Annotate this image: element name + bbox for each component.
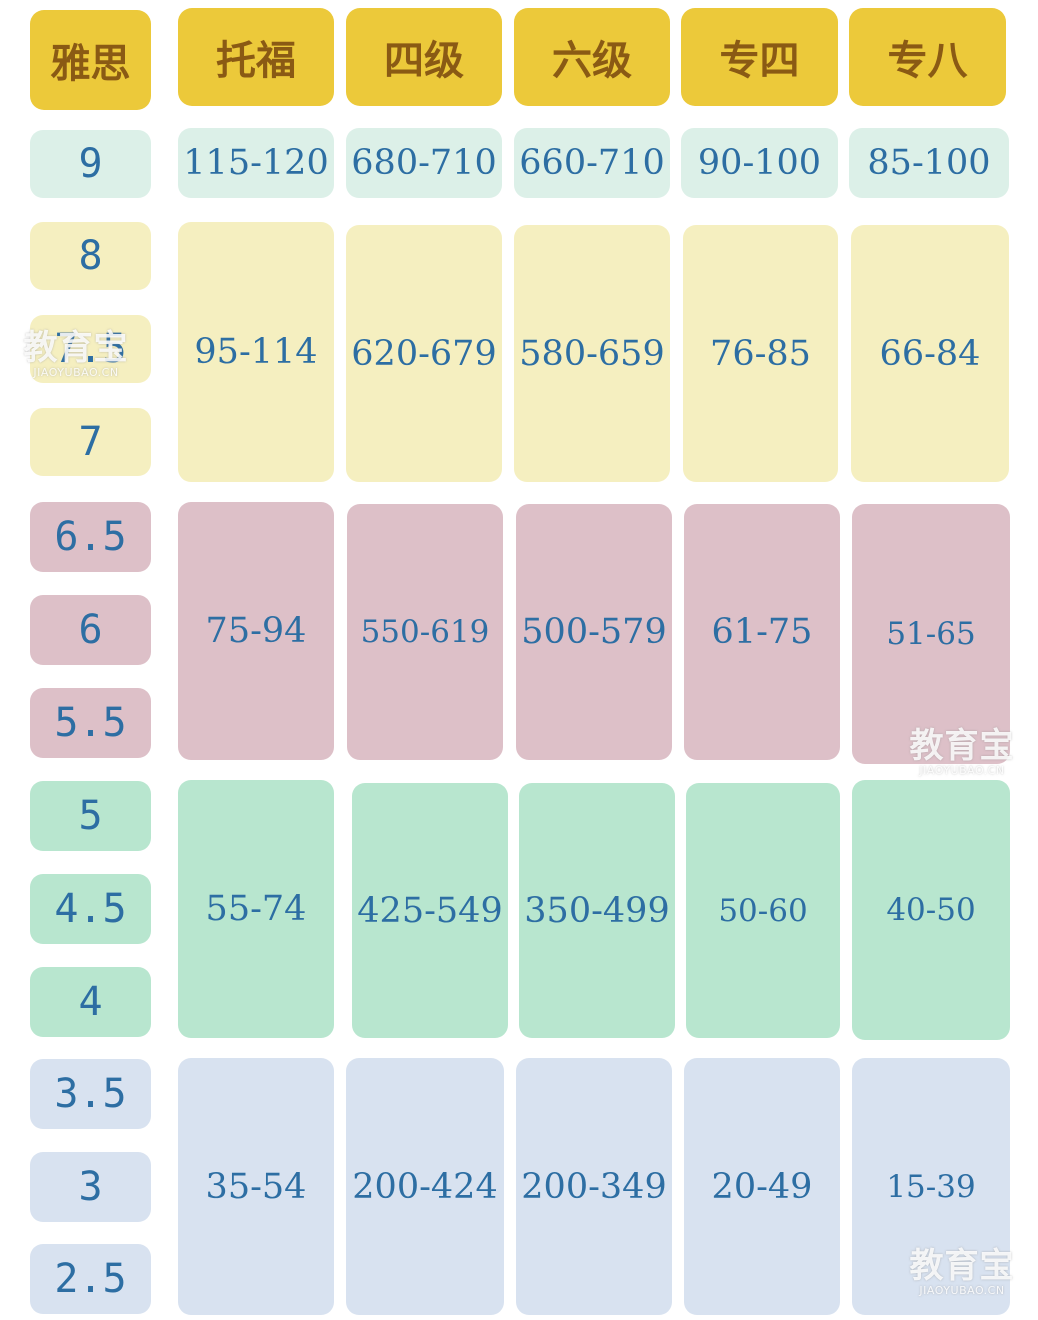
ielts-score-7: 7 (30, 408, 151, 476)
cet4-range: 550-619 (347, 504, 503, 760)
toefl-range: 35-54 (178, 1058, 334, 1315)
ielts-score-4-5: 4.5 (30, 874, 151, 944)
cet6-range: 500-579 (516, 504, 672, 760)
header-cet4: 四级 (346, 8, 502, 106)
tem4-range: 90-100 (681, 128, 838, 198)
ielts-score-7-5: 7.5 (30, 315, 151, 383)
tem8-range: 85-100 (849, 128, 1009, 198)
tem4-range: 61-75 (684, 504, 840, 760)
tem4-range: 76-85 (683, 225, 838, 482)
ielts-score-3: 3 (30, 1152, 151, 1222)
tem8-range: 66-84 (851, 225, 1009, 482)
ielts-score-5-5: 5.5 (30, 688, 151, 758)
toefl-range: 75-94 (178, 502, 334, 760)
ielts-score-6: 6 (30, 595, 151, 665)
toefl-range: 55-74 (178, 780, 334, 1038)
watermark-domain: JIAOYUBAO.CN (919, 764, 1005, 777)
cet4-range: 680-710 (346, 128, 502, 198)
tem4-range: 50-60 (686, 783, 840, 1038)
header-tem4: 专四 (681, 8, 838, 106)
ielts-score-6-5: 6.5 (30, 502, 151, 572)
ielts-score-2-5: 2.5 (30, 1244, 151, 1314)
cet4-range: 200-424 (346, 1058, 504, 1315)
ielts-score-3-5: 3.5 (30, 1059, 151, 1129)
ielts-score-4: 4 (30, 967, 151, 1037)
cet6-range: 350-499 (519, 783, 675, 1038)
cet4-range: 620-679 (346, 225, 502, 482)
cet6-range: 580-659 (514, 225, 670, 482)
ielts-score-5: 5 (30, 781, 151, 851)
header-cet6: 六级 (514, 8, 670, 106)
ielts-score-9: 9 (30, 130, 151, 198)
tem4-range: 20-49 (684, 1058, 840, 1315)
tem8-range: 40-50 (852, 780, 1010, 1040)
cet6-range: 200-349 (516, 1058, 672, 1315)
ielts-score-8: 8 (30, 222, 151, 290)
cet4-range: 425-549 (352, 783, 508, 1038)
toefl-range: 95-114 (178, 222, 334, 482)
header-toefl: 托福 (178, 8, 334, 106)
tem8-range: 15-39 (852, 1058, 1010, 1315)
cet6-range: 660-710 (514, 128, 670, 198)
tem8-range: 51-65 (852, 504, 1010, 764)
header-ielts: 雅思 (30, 10, 151, 110)
header-tem8: 专八 (849, 8, 1006, 106)
toefl-range: 115-120 (178, 128, 334, 198)
